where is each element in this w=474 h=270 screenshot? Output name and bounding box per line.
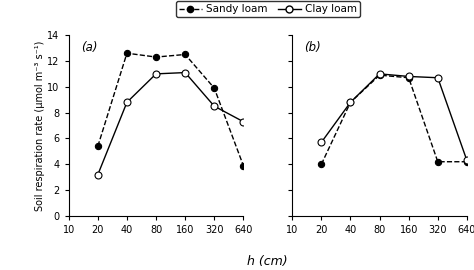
Sandy loam xyxy=(377,73,383,77)
Sandy loam xyxy=(124,52,130,55)
Sandy loam xyxy=(464,160,470,163)
Clay loam xyxy=(319,141,324,144)
Text: (a): (a) xyxy=(81,40,98,53)
Line: Clay loam: Clay loam xyxy=(318,70,470,164)
Clay loam xyxy=(435,76,441,79)
Sandy loam xyxy=(211,86,217,90)
Text: h (cm): h (cm) xyxy=(247,255,288,268)
Clay loam xyxy=(406,75,411,78)
Clay loam xyxy=(347,101,353,104)
Sandy loam xyxy=(435,160,441,163)
Clay loam xyxy=(211,104,217,108)
Clay loam xyxy=(464,159,470,162)
Line: Clay loam: Clay loam xyxy=(94,69,247,178)
Sandy loam xyxy=(347,101,353,104)
Clay loam xyxy=(240,120,246,123)
Clay loam xyxy=(124,101,130,104)
Clay loam xyxy=(182,71,188,74)
Line: Sandy loam: Sandy loam xyxy=(95,50,246,169)
Text: (b): (b) xyxy=(304,40,321,53)
Sandy loam xyxy=(182,53,188,56)
Clay loam xyxy=(95,173,100,176)
Clay loam xyxy=(377,72,383,76)
Sandy loam xyxy=(240,164,246,167)
Clay loam xyxy=(153,72,159,76)
Sandy loam xyxy=(406,76,411,79)
Y-axis label: Soil respiration rate (μmol m⁻³ s⁻¹): Soil respiration rate (μmol m⁻³ s⁻¹) xyxy=(35,40,45,211)
Legend: Sandy loam, Clay loam: Sandy loam, Clay loam xyxy=(176,1,360,17)
Sandy loam xyxy=(319,163,324,166)
Sandy loam xyxy=(153,55,159,59)
Sandy loam xyxy=(95,145,100,148)
Line: Sandy loam: Sandy loam xyxy=(318,72,470,167)
